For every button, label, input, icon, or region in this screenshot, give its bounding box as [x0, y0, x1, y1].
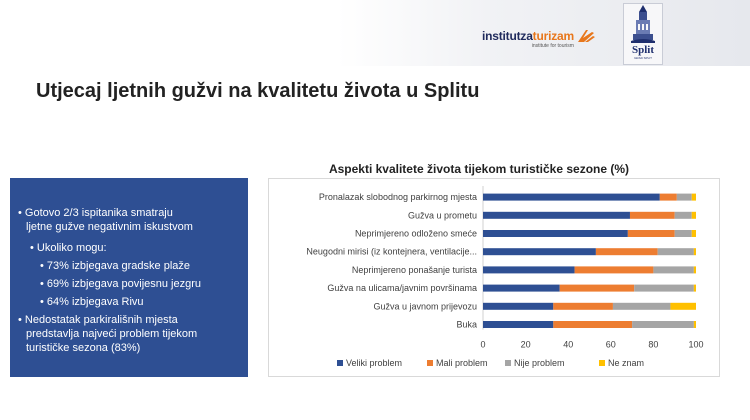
- summary-box: • Gotovo 2/3 ispitanika smatraju ljetne …: [10, 178, 248, 377]
- split-logo-text: Split: [631, 44, 654, 56]
- city-emblem-icon: [631, 5, 655, 43]
- category-label: Neugodni mirisi (iz kontejnera, ventilac…: [306, 247, 477, 257]
- bar-ne-znam: [691, 193, 696, 201]
- split-city-logo: Split GRAD SPLIT: [623, 3, 663, 65]
- bar-ne-znam: [693, 248, 696, 256]
- bar-veliki-problem: [483, 284, 560, 292]
- legend-swatch: [599, 360, 605, 366]
- summary-line: • Nedostatak parkirališnih mjesta: [18, 314, 178, 326]
- summary-line: • 69% izbjegava povijesnu jezgru: [40, 278, 202, 290]
- summary-line: • Gotovo 2/3 ispitanika smatraju: [18, 207, 173, 219]
- chart-frame: [268, 178, 720, 377]
- summary-line: predstavlja najveći problem tijekom: [26, 328, 198, 340]
- legend-label: Veliki problem: [346, 358, 402, 368]
- institute-logo-mark-icon: [577, 30, 595, 42]
- bar-nije-problem: [674, 230, 692, 237]
- legend-label: Ne znam: [608, 358, 644, 368]
- bar-mali-problem: [574, 266, 654, 274]
- summary-line: • Ukoliko mogu:: [30, 242, 107, 254]
- split-logo-subtitle: GRAD SPLIT: [634, 56, 652, 60]
- bar-ne-znam: [693, 284, 696, 292]
- institute-logo-word-1: institutza: [482, 29, 533, 43]
- bar-veliki-problem: [483, 321, 554, 328]
- bar-ne-znam: [670, 302, 696, 310]
- legend-swatch: [337, 360, 343, 366]
- summary-line: • 64% izbjegava Rivu: [40, 296, 144, 308]
- category-label: Pronalazak slobodnog parkirnog mjesta: [319, 192, 477, 202]
- institute-logo: institutzaturizam institute for tourism: [482, 30, 596, 56]
- bar-veliki-problem: [483, 230, 628, 237]
- category-label: Gužva na ulicama/javnim površinama: [327, 283, 477, 293]
- legend-swatch: [505, 360, 511, 366]
- bar-ne-znam: [693, 266, 696, 274]
- summary-line: • 73% izbjegava gradske plaže: [40, 260, 190, 272]
- category-label: Neprimjereno odloženo smeće: [355, 229, 477, 239]
- category-label: Buka: [456, 320, 477, 330]
- bar-nije-problem: [632, 321, 694, 328]
- bar-mali-problem: [553, 321, 633, 328]
- bar-nije-problem: [634, 284, 694, 292]
- bar-nije-problem: [612, 302, 671, 310]
- bar-nije-problem: [674, 211, 692, 219]
- institute-logo-word-2: turizam: [532, 29, 574, 43]
- bar-nije-problem: [676, 193, 692, 201]
- bar-ne-znam: [693, 321, 696, 328]
- bar-mali-problem: [659, 193, 677, 201]
- bar-nije-problem: [657, 248, 694, 256]
- category-label: Neprimjereno ponašanje turista: [352, 265, 477, 275]
- bar-mali-problem: [627, 230, 675, 237]
- bar-mali-problem: [559, 284, 635, 292]
- x-tick-label: 0: [480, 340, 485, 350]
- bar-veliki-problem: [483, 302, 554, 310]
- x-tick-label: 80: [648, 340, 658, 350]
- bar-mali-problem: [553, 302, 613, 310]
- bar-veliki-problem: [483, 248, 596, 256]
- bar-ne-znam: [691, 211, 696, 219]
- institute-logo-subtitle: institute for tourism: [531, 43, 574, 49]
- summary-line: turističke sezona (83%): [26, 342, 141, 354]
- bar-ne-znam: [691, 230, 696, 237]
- chart-title: Aspekti kvalitete života tijekom turisti…: [328, 162, 630, 176]
- bar-veliki-problem: [483, 193, 660, 201]
- bar-veliki-problem: [483, 211, 630, 219]
- bar-mali-problem: [629, 211, 675, 219]
- category-label: Gužva u prometu: [408, 210, 477, 220]
- x-tick-label: 40: [563, 340, 573, 350]
- x-tick-label: 60: [606, 340, 616, 350]
- x-tick-label: 100: [688, 340, 703, 350]
- legend-label: Mali problem: [436, 358, 488, 368]
- bar-mali-problem: [595, 248, 658, 256]
- bar-nije-problem: [653, 266, 694, 274]
- x-tick-label: 20: [521, 340, 531, 350]
- bar-veliki-problem: [483, 266, 575, 274]
- legend-label: Nije problem: [514, 358, 565, 368]
- category-label: Gužva u javnom prijevozu: [373, 301, 477, 311]
- summary-line: ljetne gužve negativnim iskustvom: [26, 221, 193, 233]
- legend-swatch: [427, 360, 433, 366]
- slide-title: Utjecaj ljetnih gužvi na kvalitetu život…: [36, 80, 480, 102]
